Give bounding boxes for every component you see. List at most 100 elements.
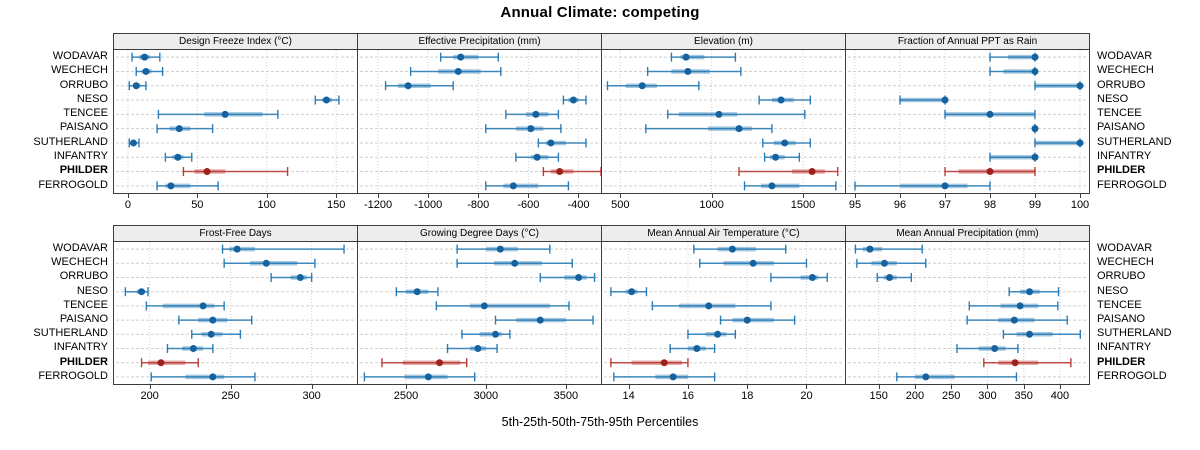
plot-area-elevation-m — [604, 50, 843, 193]
plot-area-frost-free-days — [116, 242, 355, 384]
row-label-paisano: PAISANO — [1097, 312, 1146, 325]
row-label-ferrogold: FERROGOLD — [1097, 178, 1167, 191]
tick-mark — [802, 194, 804, 198]
panels-row-2: Frost-Free Days 200 250 300 Growing Degree D… — [113, 225, 1090, 405]
panel-mean-annual-air-temperature-c: Mean Annual Air Temperature (°C) 14 16 18 20 — [601, 225, 846, 405]
strip-title-design-freeze-index-c: Design Freeze Index (°C) — [114, 34, 357, 50]
row-labels-right-2: WODAVAR WECHECH ORRUBO NESO TENCEE PAISANO SUT… — [1090, 225, 1200, 383]
row-label-wodavar: WODAVAR — [1097, 242, 1153, 254]
tick-mark — [914, 385, 916, 389]
tick-label: 400 — [1050, 390, 1070, 402]
tick-label: 96 — [893, 199, 907, 211]
tick-mark — [266, 194, 268, 198]
row-labels-left-2: WODAVAR WECHECH ORRUBO NESO TENCEE PAISANO SUT… — [0, 225, 113, 383]
tick-mark — [405, 385, 407, 389]
row-label-tencee: TENCEE — [63, 298, 108, 311]
tick-label: 200 — [140, 390, 159, 402]
row-label-neso: NESO — [1097, 92, 1129, 105]
tick-label: 16 — [681, 390, 695, 402]
axis-ticks-mean-annual-precipitation-mm: 150 200 250 300 350 400 — [845, 385, 1090, 405]
tick-mark — [1080, 194, 1081, 198]
plot-area-effective-precipitation-mm — [360, 50, 601, 193]
strip-title-mean-annual-air-temperature-c: Mean Annual Air Temperature (°C) — [602, 226, 845, 242]
row-label-neso: NESO — [76, 284, 108, 297]
axis-caption: 5th-25th-50th-75th-95th Percentiles — [501, 415, 699, 429]
panels-row-1: Design Freeze Index (°C) 0 50 100 150 Effecti… — [113, 33, 1090, 214]
row-label-paisano: PAISANO — [1097, 121, 1146, 134]
strip-title-frost-free-days: Frost-Free Days — [114, 226, 357, 242]
row-label-ferrogold: FERROGOLD — [38, 369, 108, 382]
row-label-philder: PHILDER — [1097, 355, 1146, 368]
row-label-sutherland: SUTHERLAND — [33, 327, 108, 340]
tick-mark — [628, 385, 630, 389]
tick-mark — [565, 385, 567, 389]
tick-mark — [428, 194, 430, 198]
tick-mark — [806, 385, 808, 389]
chart-title: Annual Climate: competing — [500, 4, 700, 21]
tick-label: 250 — [221, 390, 240, 402]
axis-ticks-frost-free-days: 200 250 300 — [113, 385, 358, 405]
row-label-orrubo: ORRUBO — [1097, 78, 1146, 91]
tick-mark — [987, 385, 989, 389]
tick-mark — [127, 194, 129, 198]
tick-mark — [378, 194, 380, 198]
tick-label: 150 — [869, 390, 888, 402]
panel-box-frost-free-days: Frost-Free Days — [113, 225, 358, 385]
tick-mark — [687, 385, 689, 389]
row-label-wechech: WECHECH — [51, 256, 108, 269]
row-label-sutherland: SUTHERLAND — [1097, 135, 1172, 148]
row-labels-right-1: WODAVAR WECHECH ORRUBO NESO TENCEE PAISANO SUT… — [1090, 33, 1200, 192]
tick-label: 98 — [983, 199, 997, 211]
plot-area-growing-degree-days-c — [360, 242, 599, 384]
row-label-wechech: WECHECH — [1097, 256, 1154, 269]
tick-label: 0 — [124, 199, 131, 211]
row-label-ferrogold: FERROGOLD — [1097, 369, 1167, 382]
tick-label: 350 — [1014, 390, 1033, 402]
tick-label: 1500 — [790, 199, 816, 211]
strip-title-effective-precipitation-mm: Effective Precipitation (mm) — [358, 34, 601, 50]
panel-box-design-freeze-index-c: Design Freeze Index (°C) — [113, 33, 358, 194]
row-label-infantry: INFANTRY — [53, 341, 108, 354]
tick-mark — [528, 194, 530, 198]
row-label-tencee: TENCEE — [63, 107, 108, 120]
panel-box-growing-degree-days-c: Growing Degree Days (°C) — [357, 225, 602, 385]
tick-mark — [945, 194, 946, 198]
row-label-infantry: INFANTRY — [53, 150, 108, 163]
strip-title-fraction-of-annual-ppt-as-rain: Fraction of Annual PPT as Rain — [846, 34, 1089, 50]
tick-mark — [620, 194, 622, 198]
tick-mark — [990, 194, 991, 198]
tick-mark — [855, 194, 856, 198]
tick-label: 99 — [1028, 199, 1042, 211]
tick-mark — [311, 385, 313, 389]
row-label-paisano: PAISANO — [59, 312, 108, 325]
tick-mark — [485, 385, 487, 389]
panel-row-1: WODAVAR WECHECH ORRUBO NESO TENCEE PAISANO SUT… — [0, 33, 1200, 214]
panel-frost-free-days: Frost-Free Days 200 250 300 — [113, 225, 358, 405]
tick-mark — [197, 194, 199, 198]
row-label-philder: PHILDER — [59, 164, 108, 177]
tick-mark — [1059, 385, 1061, 389]
tick-mark — [951, 385, 953, 389]
tick-label: 200 — [905, 390, 925, 402]
plot-area-mean-annual-precipitation-mm — [848, 242, 1087, 384]
tick-label: 300 — [978, 390, 997, 402]
tick-label: 3500 — [553, 390, 579, 402]
row-label-infantry: INFANTRY — [1097, 150, 1152, 163]
axis-ticks-fraction-of-annual-ppt-as-rain: 95 96 97 98 99 100 — [845, 194, 1090, 214]
tick-mark — [578, 194, 580, 198]
row-label-wechech: WECHECH — [1097, 64, 1154, 77]
tick-label: 95 — [848, 199, 862, 211]
panel-box-mean-annual-air-temperature-c: Mean Annual Air Temperature (°C) — [601, 225, 846, 385]
row-label-philder: PHILDER — [1097, 164, 1146, 177]
row-label-neso: NESO — [1097, 284, 1129, 297]
panel-effective-precipitation-mm: Effective Precipitation (mm) -1200 -1000 -8… — [357, 33, 602, 214]
row-label-paisano: PAISANO — [59, 121, 108, 134]
strip-title-mean-annual-precipitation-mm: Mean Annual Precipitation (mm) — [846, 226, 1089, 242]
panel-design-freeze-index-c: Design Freeze Index (°C) 0 50 100 150 — [113, 33, 358, 214]
plot-area-design-freeze-index-c — [116, 50, 355, 193]
row-label-tencee: TENCEE — [1097, 298, 1142, 311]
tick-mark — [149, 385, 151, 389]
panel-growing-degree-days-c: Growing Degree Days (°C) 2500 3000 3500 — [357, 225, 602, 405]
tick-mark — [336, 194, 338, 198]
tick-label: -800 — [467, 199, 490, 211]
